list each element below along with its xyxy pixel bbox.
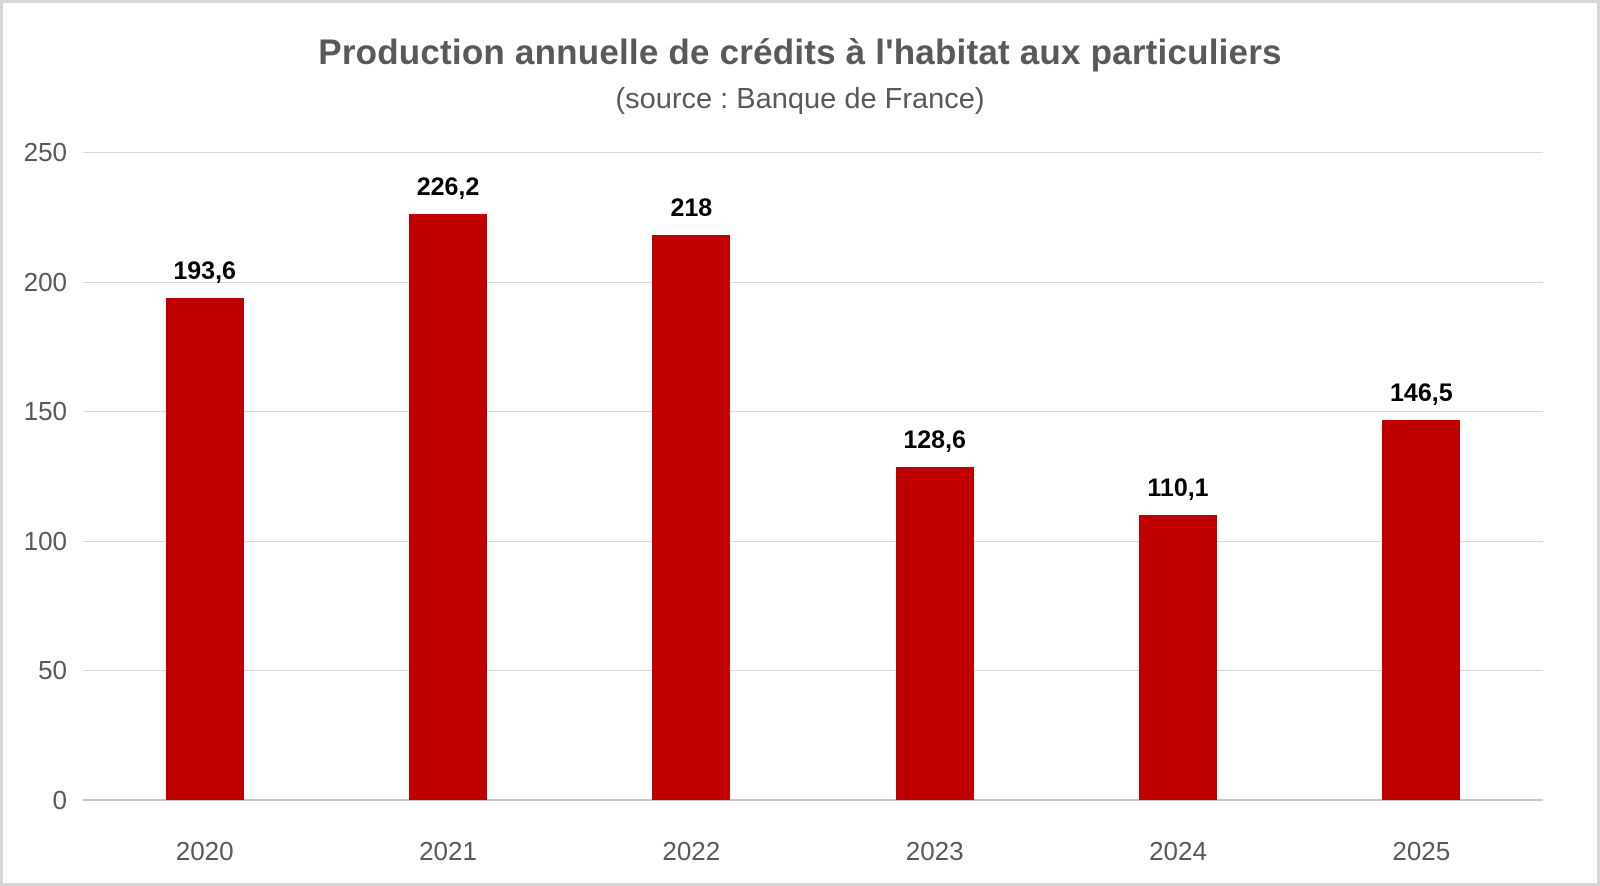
y-tick-label: 150: [23, 396, 67, 427]
chart-title: Production annuelle de crédits à l'habit…: [318, 33, 1282, 72]
bar-value-label: 218: [670, 193, 713, 222]
x-axis-line: [83, 799, 1543, 801]
gridline: [83, 411, 1543, 413]
bar-2023: [895, 466, 974, 800]
x-tick-label: 2024: [1149, 836, 1207, 866]
bar-value-label: 110,1: [1147, 473, 1209, 502]
bar-2021: [409, 213, 487, 800]
x-tick-label: 2025: [1392, 836, 1451, 866]
bar-value-label: 193,6: [173, 257, 236, 286]
x-tick-label: 2022: [662, 836, 721, 866]
y-tick-label: 0: [52, 785, 67, 815]
bar-value-label: 146,5: [1390, 379, 1453, 408]
gridline: [83, 152, 1543, 153]
y-tick-label: 250: [23, 137, 67, 167]
x-tick-label: 2021: [419, 836, 477, 866]
gridline: [83, 281, 1543, 283]
bar-2024: [1139, 514, 1217, 800]
bar-2025: [1382, 420, 1461, 800]
bar-2022: [652, 234, 731, 800]
x-tick-label: 2020: [175, 836, 234, 866]
y-tick-label: 100: [23, 525, 67, 556]
bar-value-label: 226,2: [416, 172, 480, 201]
bar-2020: [165, 298, 244, 800]
plot-area: 0 50 100 150 200 250 193,6 2020 226,2 2021 218 2022…: [24, 137, 1543, 866]
y-tick-label: 200: [23, 266, 67, 297]
chart-subtitle: (source : Banque de France): [615, 83, 985, 115]
gridline: [83, 540, 1543, 542]
x-tick-label: 2023: [905, 836, 964, 866]
gridline: [83, 670, 1543, 672]
bar-value-label: 128,6: [903, 425, 966, 454]
y-tick-label: 50: [38, 655, 67, 686]
